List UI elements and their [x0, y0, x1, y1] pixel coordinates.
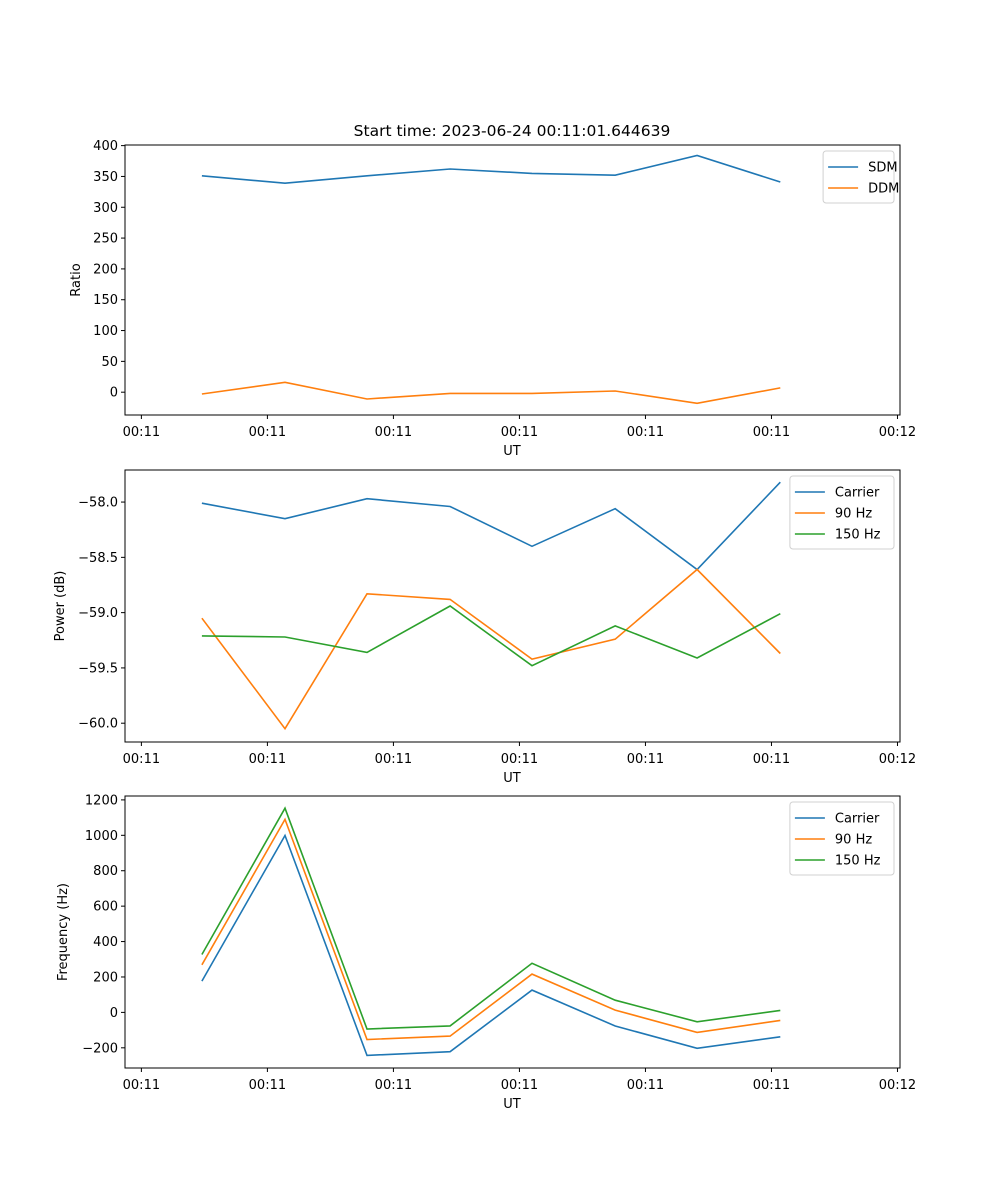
y-tick-label: 200 — [93, 262, 118, 277]
legend: Carrier 90 Hz 150 Hz — [789, 475, 895, 550]
series-line-ddm — [201, 381, 781, 405]
y-axis-label: Ratio — [69, 263, 84, 296]
y-tick-label: 50 — [101, 355, 118, 370]
axes-frame — [124, 144, 901, 416]
y-tick-label: −59.5 — [78, 661, 118, 676]
y-axis-label: Frequency (Hz) — [56, 883, 71, 981]
x-axis-label: UT — [503, 771, 521, 786]
x-tick-label: 00:11 — [627, 1078, 664, 1093]
legend-label: SDM — [868, 161, 897, 176]
legend-label: 90 Hz — [835, 507, 872, 522]
y-tick-label: −59.0 — [78, 606, 118, 621]
series-line-carrier — [201, 833, 781, 1057]
x-axis-label: UT — [503, 1097, 521, 1112]
x-tick-label: 00:12 — [879, 425, 916, 440]
y-tick-label: 600 — [93, 900, 118, 915]
legend-label: Carrier — [835, 486, 880, 501]
x-tick-label: 00:11 — [375, 752, 412, 767]
x-tick-label: 00:11 — [375, 425, 412, 440]
x-tick-label: 00:11 — [753, 1078, 790, 1093]
y-tick-label: 350 — [93, 170, 118, 185]
y-tick-label: 0 — [110, 1006, 118, 1021]
x-tick-label: 00:11 — [501, 425, 538, 440]
series-line-carrier — [201, 481, 781, 571]
legend-label: 150 Hz — [835, 854, 881, 869]
x-tick-label: 00:11 — [249, 1078, 286, 1093]
legend-box — [822, 150, 895, 204]
axes-frame — [124, 469, 901, 743]
x-tick-label: 00:11 — [753, 425, 790, 440]
y-tick-label: 1000 — [85, 829, 118, 844]
axes-frame — [124, 795, 901, 1069]
y-tick-label: 200 — [93, 970, 118, 985]
series-line-90-hz — [201, 817, 781, 1041]
x-tick-label: 00:11 — [627, 425, 664, 440]
legend-label: DDM — [868, 182, 899, 197]
x-tick-label: 00:11 — [501, 752, 538, 767]
x-axis-label: UT — [503, 444, 521, 459]
legend-label: Carrier — [835, 812, 880, 827]
subplot-2: 00:11 00:11 00:11 00:11 00:11 00:11 00:12 −60.0… — [53, 469, 916, 786]
x-tick-label: 00:11 — [501, 1078, 538, 1093]
subplot-1: 00:11 00:11 00:11 00:11 00:11 00:11 00:12 0 50 10… — [69, 139, 916, 459]
series-line-150-hz — [201, 806, 781, 1030]
y-tick-label: −60.0 — [78, 717, 118, 732]
y-tick-label: 800 — [93, 864, 118, 879]
y-tick-label: 400 — [93, 139, 118, 154]
subplot-3: 00:11 00:11 00:11 00:11 00:11 00:11 00:12 −200 0… — [56, 793, 916, 1112]
legend-label: 90 Hz — [835, 833, 872, 848]
x-tick-label: 00:11 — [249, 425, 286, 440]
y-tick-label: 300 — [93, 201, 118, 216]
x-tick-label: 00:11 — [123, 1078, 160, 1093]
x-tick-label: 00:11 — [627, 752, 664, 767]
y-tick-label: −200 — [82, 1041, 118, 1056]
legend: Carrier 90 Hz 150 Hz — [789, 801, 895, 876]
series-line-150-hz — [201, 605, 781, 667]
series-line-90-hz — [201, 568, 781, 731]
legend-box — [789, 475, 895, 550]
x-tick-label: 00:11 — [375, 1078, 412, 1093]
y-tick-label: 250 — [93, 232, 118, 247]
y-tick-label: 1200 — [85, 793, 118, 808]
x-tick-label: 00:11 — [123, 425, 160, 440]
y-tick-label: 400 — [93, 935, 118, 950]
legend-box — [789, 801, 895, 876]
y-tick-label: −58.0 — [78, 496, 118, 511]
y-tick-label: 150 — [93, 293, 118, 308]
y-tick-label: 100 — [93, 324, 118, 339]
x-tick-label: 00:11 — [753, 752, 790, 767]
legend: SDM DDM — [822, 150, 899, 204]
chart-title: Start time: 2023-06-24 00:11:01.644639 — [354, 122, 671, 140]
x-tick-label: 00:12 — [879, 752, 916, 767]
x-tick-label: 00:11 — [249, 752, 286, 767]
x-tick-label: 00:11 — [123, 752, 160, 767]
x-tick-label: 00:12 — [879, 1078, 916, 1093]
y-axis-label: Power (dB) — [53, 571, 68, 642]
y-tick-label: 0 — [110, 386, 118, 401]
series-line-sdm — [201, 154, 781, 185]
legend-label: 150 Hz — [835, 528, 881, 543]
y-tick-label: −58.5 — [78, 551, 118, 566]
